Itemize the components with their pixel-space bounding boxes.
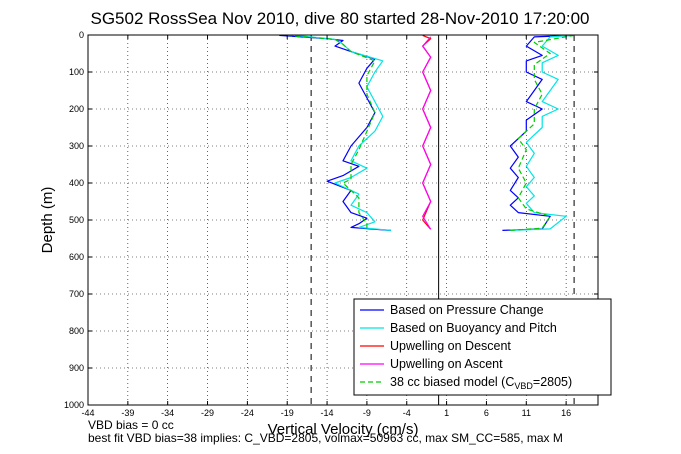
x-tick-label: 6	[484, 408, 489, 418]
y-tick-label: 500	[69, 215, 84, 225]
x-tick-label: -44	[81, 408, 94, 418]
legend-label: Based on Pressure Change	[390, 303, 544, 317]
x-tick-label: -4	[403, 408, 411, 418]
x-tick-label: 16	[561, 408, 571, 418]
x-tick-label: -14	[321, 408, 334, 418]
x-tick-label: -19	[281, 408, 294, 418]
x-tick-label: -9	[363, 408, 371, 418]
series-line-ascent	[510, 34, 575, 231]
x-tick-label: -24	[241, 408, 254, 418]
legend-label: Based on Buoyancy and Pitch	[390, 321, 557, 335]
y-tick-label: 700	[69, 289, 84, 299]
y-tick-label: 200	[69, 104, 84, 114]
x-tick-label: 1	[444, 408, 449, 418]
x-tick-label: 11	[522, 408, 531, 418]
x-tick-label: -29	[201, 408, 214, 418]
x-axis-ticks: -44 -39 -34 -29 -24 -19 -14 -9 -4 1 6 11 16	[81, 35, 571, 418]
y-tick-label: 900	[69, 363, 84, 373]
y-tick-label: 0	[79, 30, 84, 40]
x-tick-label: -34	[161, 408, 174, 418]
y-tick-label: 300	[69, 141, 84, 151]
series-layer	[279, 34, 575, 231]
y-tick-label: 800	[69, 326, 84, 336]
y-tick-label: 400	[69, 178, 84, 188]
footer-line-1: VBD bias = 0 cc	[88, 418, 174, 432]
series-line-descent	[295, 34, 391, 231]
legend-box	[353, 298, 612, 396]
y-tick-label: 100	[69, 67, 84, 77]
y-tick-label: 600	[69, 252, 84, 262]
y-axis-label: Depth (m)	[39, 187, 56, 254]
legend-label: Upwelling on Descent	[390, 339, 511, 353]
series-line-ascent	[510, 34, 575, 231]
chart-title: SG502 RossSea Nov 2010, dive 80 started …	[91, 9, 590, 28]
y-tick-label: 1000	[64, 400, 84, 410]
series-line-descent	[279, 34, 391, 231]
footer-line-2: best fit VBD bias=38 implies: C_VBD=2805…	[88, 431, 563, 445]
series-line-points	[422, 36, 432, 230]
x-axis-label: Vertical Velocity (cm/s)	[268, 421, 419, 438]
x-tick-label: -39	[121, 408, 134, 418]
legend-label: 38 cc biased model (CVBD=2805)	[390, 375, 572, 391]
series-line-descent	[287, 34, 376, 229]
legend: Based on Pressure Change Based on Buoyanc…	[353, 298, 612, 396]
legend-label: Upwelling on Ascent	[390, 357, 503, 371]
legend-items: Based on Pressure Change Based on Buoyanc…	[360, 303, 572, 391]
y-axis-ticks: 0 100 200 300 400 500 600 700 800 900 1000	[64, 30, 598, 410]
